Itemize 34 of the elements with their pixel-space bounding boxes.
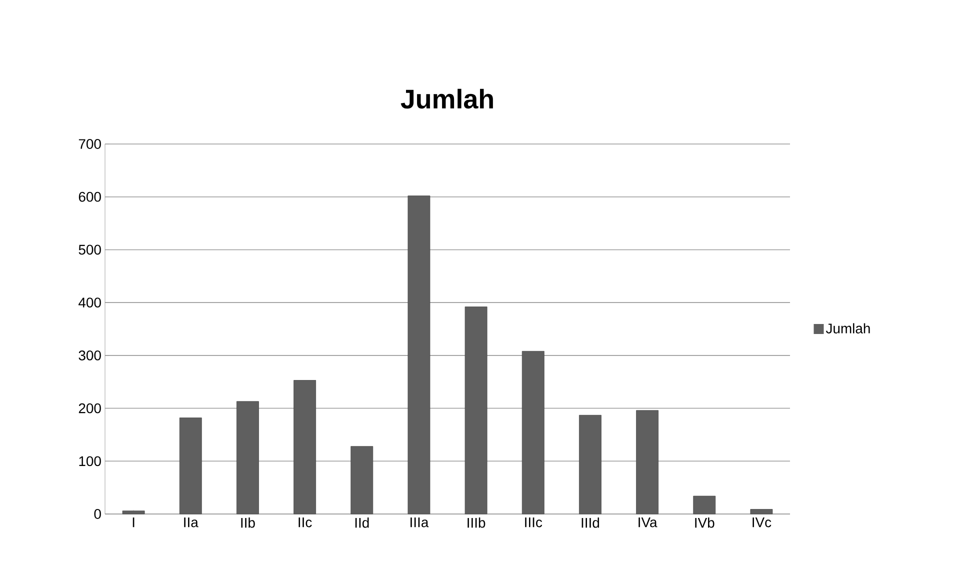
x-tick-label: IVb (695, 518, 714, 528)
bar (579, 414, 602, 514)
bar (636, 410, 658, 514)
x-tick-label: IIa (184, 518, 198, 528)
y-tick-label: 400 (78, 298, 101, 308)
x-tick-label: IIId (582, 518, 600, 528)
bar (236, 401, 259, 514)
bar (179, 418, 202, 514)
x-tick-label: I (132, 518, 134, 528)
x-tick-label: IIIa (410, 518, 429, 528)
legend-label: Jumlah (826, 323, 870, 334)
bar (294, 380, 316, 514)
x-tick-label: IId (355, 518, 369, 528)
x-tick-label: IIIb (468, 518, 486, 528)
y-tick-label: 500 (78, 244, 101, 255)
bar (350, 446, 374, 514)
bar (464, 306, 488, 514)
y-tick-label: 100 (79, 456, 101, 466)
x-tick-label: IVa (638, 518, 658, 528)
bar (522, 351, 544, 514)
y-tick-label: 700 (78, 139, 101, 149)
x-tick-label: IVc (752, 518, 772, 528)
y-tick-label: 300 (78, 350, 101, 360)
bar (408, 196, 430, 514)
y-tick-label: 600 (78, 192, 101, 202)
bar (750, 509, 773, 514)
x-tick-label: IIb (241, 518, 255, 528)
y-tick-label: 0 (94, 509, 101, 519)
x-tick-label: IIIc (525, 518, 542, 528)
bar (693, 496, 716, 514)
x-tick-label: IIc (298, 518, 312, 528)
y-tick-label: 200 (78, 403, 101, 414)
chart-title: Jumlah (400, 88, 493, 109)
bar (122, 510, 145, 514)
